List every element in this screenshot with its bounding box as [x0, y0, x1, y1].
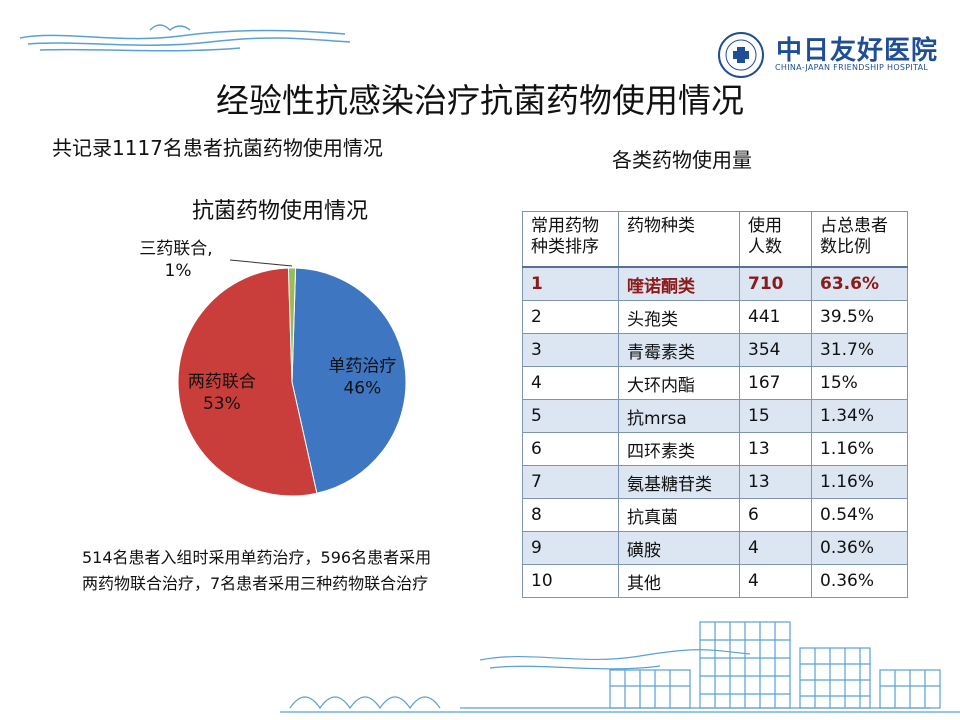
header-patient-count: 使用 人数 [739, 211, 812, 268]
cell-drug-class: 青霉素类 [618, 333, 740, 367]
hospital-building-illustration [280, 621, 960, 713]
cell-rank: 2 [522, 300, 619, 334]
header-percentage: 占总患者 数比例 [811, 211, 908, 268]
drug-usage-table: 常用药物 种类排序 药物种类 使用 人数 占总患者 数比例 1 喹诺酮类 710 63.6%… [522, 211, 908, 598]
cell-patient-count: 15 [739, 399, 812, 433]
header-rank: 常用药物 种类排序 [522, 211, 619, 268]
table-row: 9 磺胺 4 0.36% [522, 531, 908, 565]
cell-patient-count: 6 [739, 498, 812, 532]
record-summary: 共记录1117名患者抗菌药物使用情况 [52, 136, 383, 160]
pie-label-value: 1% [165, 261, 192, 281]
cell-drug-class: 四环素类 [618, 432, 740, 466]
slice-single-drug [291, 267, 407, 494]
table-row: 3 青霉素类 354 31.7% [522, 333, 908, 367]
cell-percentage: 0.54% [811, 498, 908, 532]
slice-three-drug [287, 267, 297, 383]
cell-patient-count: 167 [739, 366, 812, 400]
cell-percentage: 1.34% [811, 399, 908, 433]
cell-rank: 7 [522, 465, 619, 499]
cell-rank: 4 [522, 366, 619, 400]
cell-rank: 10 [522, 564, 619, 598]
cell-drug-class: 喹诺酮类 [618, 266, 740, 301]
cell-drug-class: 其他 [618, 564, 740, 598]
cell-percentage: 0.36% [811, 564, 908, 598]
hospital-seal-logo [718, 32, 764, 78]
cell-patient-count: 710 [739, 266, 812, 301]
cell-patient-count: 13 [739, 432, 812, 466]
cell-rank: 3 [522, 333, 619, 367]
table-row: 4 大环内酯 167 15% [522, 366, 908, 400]
cell-rank: 6 [522, 432, 619, 466]
pie-chart-title: 抗菌药物使用情况 [192, 199, 369, 224]
cell-patient-count: 13 [739, 465, 812, 499]
pie-label-value: 46% [343, 378, 381, 398]
cell-drug-class: 磺胺 [618, 531, 740, 565]
table-row: 7 氨基糖苷类 13 1.16% [522, 465, 908, 499]
cell-patient-count: 4 [739, 564, 812, 598]
cell-rank: 9 [522, 531, 619, 565]
cell-patient-count: 4 [739, 531, 812, 565]
cell-percentage: 1.16% [811, 432, 908, 466]
pie-label-name: 三药联合, [139, 239, 212, 259]
hospital-name-cn: 中日友好医院 [776, 36, 939, 66]
cell-percentage: 31.7% [811, 333, 908, 367]
table-row: 6 四环素类 13 1.16% [522, 432, 908, 466]
cell-drug-class: 抗mrsa [618, 399, 740, 433]
cell-patient-count: 354 [739, 333, 812, 367]
pie-label-value: 53% [203, 394, 241, 414]
cell-percentage: 63.6% [811, 266, 908, 301]
cell-percentage: 1.16% [811, 465, 908, 499]
cell-drug-class: 头孢类 [618, 300, 740, 334]
table-row: 8 抗真菌 6 0.54% [522, 498, 908, 532]
treatment-note: 514名患者入组时采用单药治疗，596名患者采用两药物联合治疗，7名患者采用三种… [82, 548, 432, 593]
cell-drug-class: 大环内酯 [618, 366, 740, 400]
table-row: 2 头孢类 441 39.5% [522, 300, 908, 334]
hospital-name-en: CHINA-JAPAN FRIENDSHIP HOSPITAL [775, 63, 929, 72]
slice-two-drug [177, 267, 318, 497]
header-decoration [19, 24, 351, 52]
cell-percentage: 15% [811, 366, 908, 400]
table-row: 10 其他 4 0.36% [522, 564, 908, 598]
slide-title: 经验性抗感染治疗抗菌药物使用情况 [216, 81, 744, 120]
cell-rank: 8 [522, 498, 619, 532]
cell-patient-count: 441 [739, 300, 812, 334]
leader-line [229, 259, 293, 267]
cell-rank: 1 [522, 266, 619, 301]
table-title: 各类药物使用量 [612, 148, 752, 172]
pie-label-name: 两药联合 [188, 372, 256, 392]
table-header-row: 常用药物 种类排序 药物种类 使用 人数 占总患者 数比例 [522, 211, 908, 268]
cell-drug-class: 抗真菌 [618, 498, 740, 532]
cell-percentage: 0.36% [811, 531, 908, 565]
cell-rank: 5 [522, 399, 619, 433]
table-row: 5 抗mrsa 15 1.34% [522, 399, 908, 433]
table-row: 1 喹诺酮类 710 63.6% [522, 266, 908, 301]
cell-percentage: 39.5% [811, 300, 908, 334]
header-drug-class: 药物种类 [618, 211, 740, 268]
pie-label-name: 单药治疗 [328, 356, 396, 376]
cell-drug-class: 氨基糖苷类 [618, 465, 740, 499]
